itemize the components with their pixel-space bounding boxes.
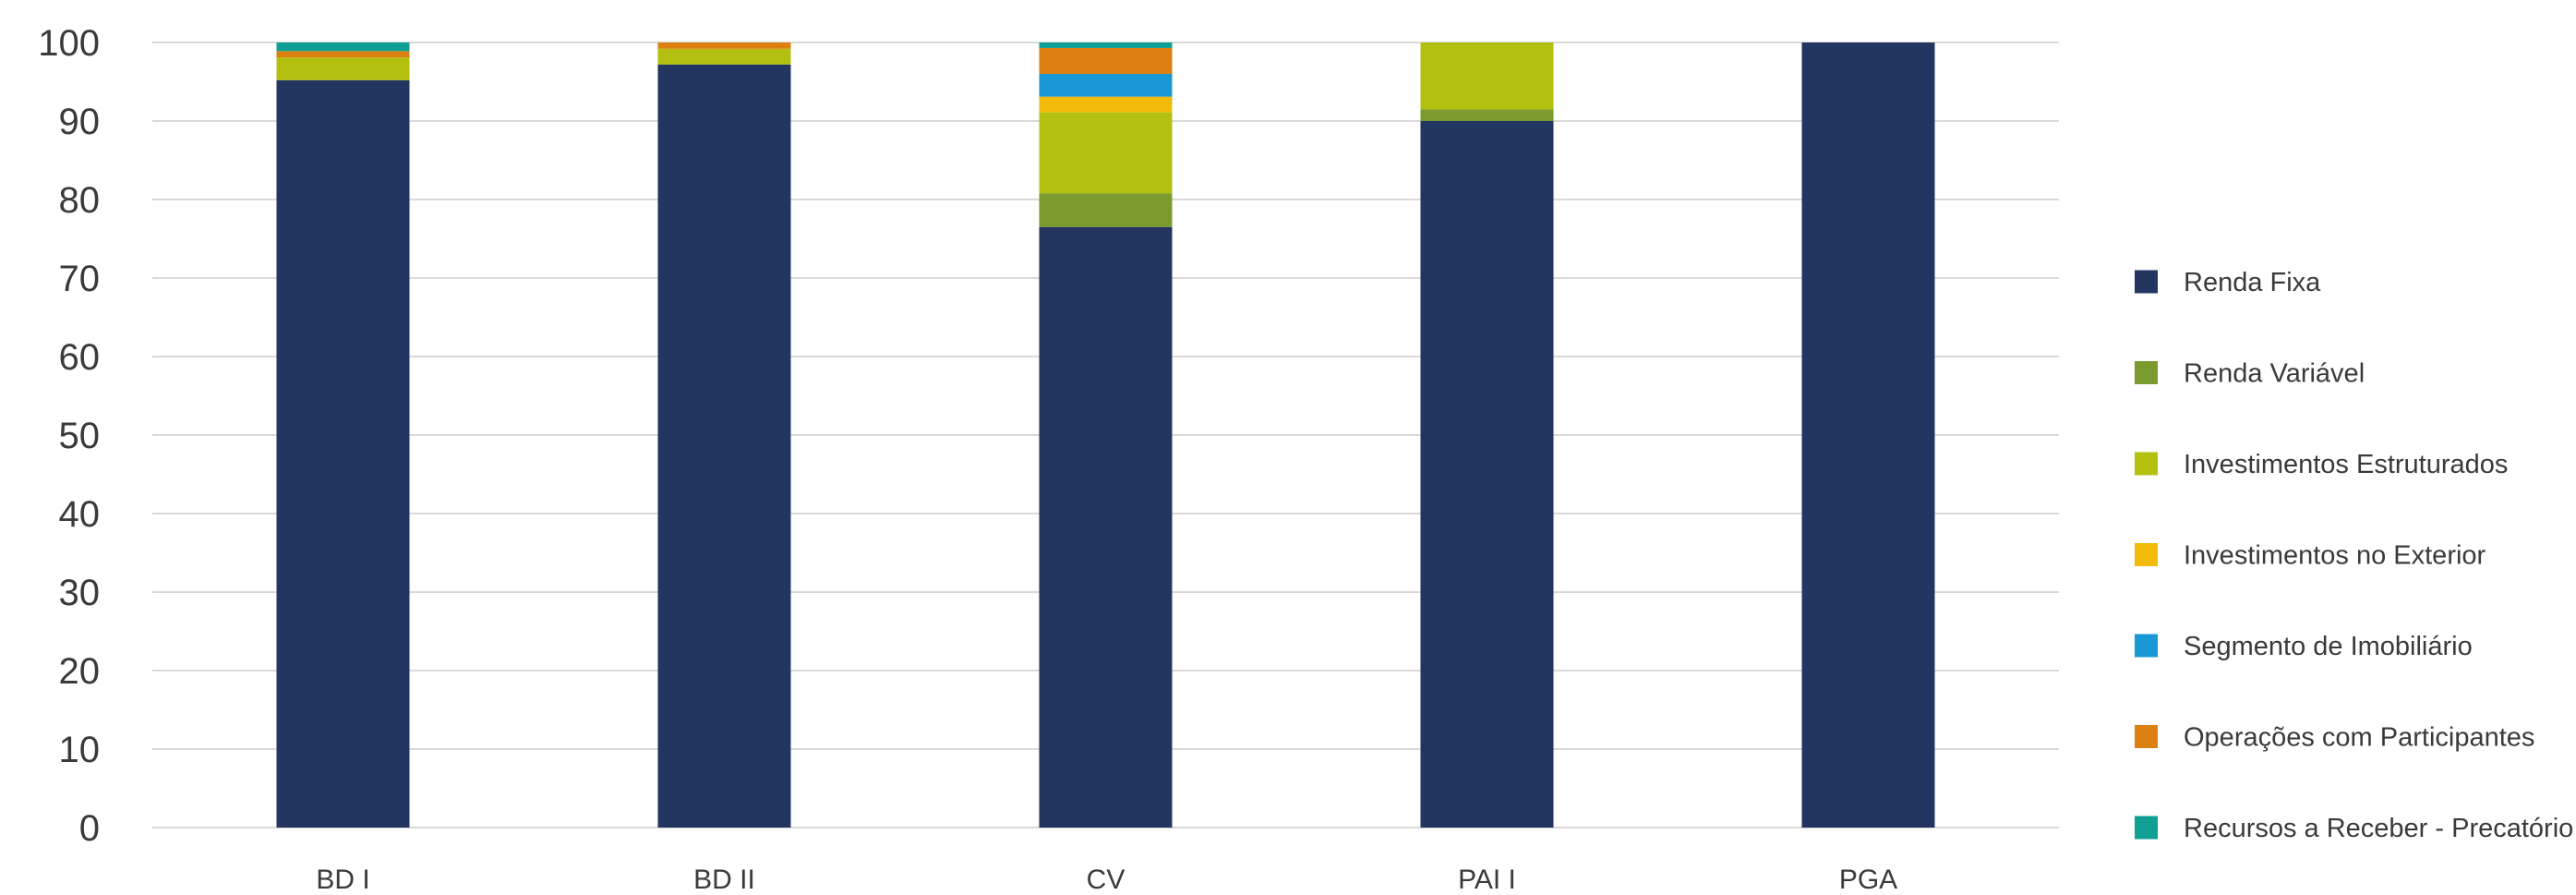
bar-segment bbox=[1039, 193, 1173, 227]
bar-segment bbox=[276, 79, 410, 828]
y-tick-label: 80 bbox=[59, 180, 101, 221]
legend-label: Investimentos Estruturados bbox=[2184, 450, 2508, 479]
y-tick-label: 60 bbox=[59, 337, 101, 378]
x-tick-label: PAI I bbox=[1458, 865, 1516, 895]
legend-swatch bbox=[2135, 816, 2158, 840]
y-tick-label: 30 bbox=[59, 573, 101, 613]
bar-segment bbox=[1801, 42, 1935, 828]
legend-label: Renda Fixa bbox=[2184, 268, 2321, 297]
x-tick-label: BD II bbox=[693, 865, 755, 895]
legend-swatch bbox=[2135, 543, 2158, 566]
legend-label: Renda Variável bbox=[2184, 359, 2365, 389]
y-tick-label: 20 bbox=[59, 651, 101, 692]
x-axis-ticks: BD I BD II CV PAI I PGA bbox=[316, 865, 1897, 895]
bar-segment bbox=[657, 48, 791, 65]
legend: Renda Fixa Renda Variável Investimentos Es… bbox=[2135, 268, 2573, 843]
bar-segment bbox=[657, 42, 791, 49]
bar-segment bbox=[1039, 112, 1173, 194]
x-tick-label: BD I bbox=[316, 865, 369, 895]
legend-label: Investimentos no Exterior bbox=[2184, 541, 2486, 571]
y-tick-label: 0 bbox=[79, 808, 100, 849]
x-tick-label: PGA bbox=[1839, 865, 1897, 895]
bar-segment bbox=[1420, 42, 1554, 110]
legend-swatch bbox=[2135, 270, 2158, 294]
y-tick-label: 100 bbox=[38, 23, 100, 64]
bar-segment bbox=[1039, 42, 1173, 48]
bar-segment bbox=[1420, 121, 1554, 828]
y-tick-label: 40 bbox=[59, 494, 101, 535]
bar-segment bbox=[276, 57, 410, 80]
legend-label: Segmento de Imobiliário bbox=[2184, 632, 2473, 661]
legend-label: Recursos a Receber - Precatório bbox=[2184, 814, 2573, 843]
legend-swatch bbox=[2135, 452, 2158, 476]
x-tick-label: CV bbox=[1087, 865, 1125, 895]
bar-segment bbox=[1039, 74, 1173, 97]
y-tick-label: 70 bbox=[59, 259, 101, 299]
y-tick-label: 50 bbox=[59, 416, 101, 456]
legend-swatch bbox=[2135, 361, 2158, 384]
bars bbox=[276, 42, 1935, 828]
bar-segment bbox=[276, 51, 410, 58]
legend-swatch bbox=[2135, 725, 2158, 748]
legend-label: Operações com Participantes bbox=[2184, 723, 2534, 753]
y-axis-ticks: 0 10 20 30 40 50 60 70 80 90 100 bbox=[38, 23, 100, 849]
bar-segment bbox=[276, 42, 410, 52]
bar-segment bbox=[1420, 109, 1554, 121]
y-tick-label: 10 bbox=[59, 730, 101, 770]
legend-swatch bbox=[2135, 634, 2158, 658]
bar-segment bbox=[1039, 96, 1173, 113]
bar-segment bbox=[657, 64, 791, 828]
y-tick-label: 90 bbox=[59, 102, 101, 142]
bar-segment bbox=[1039, 47, 1173, 74]
bar-segment bbox=[1039, 226, 1173, 828]
